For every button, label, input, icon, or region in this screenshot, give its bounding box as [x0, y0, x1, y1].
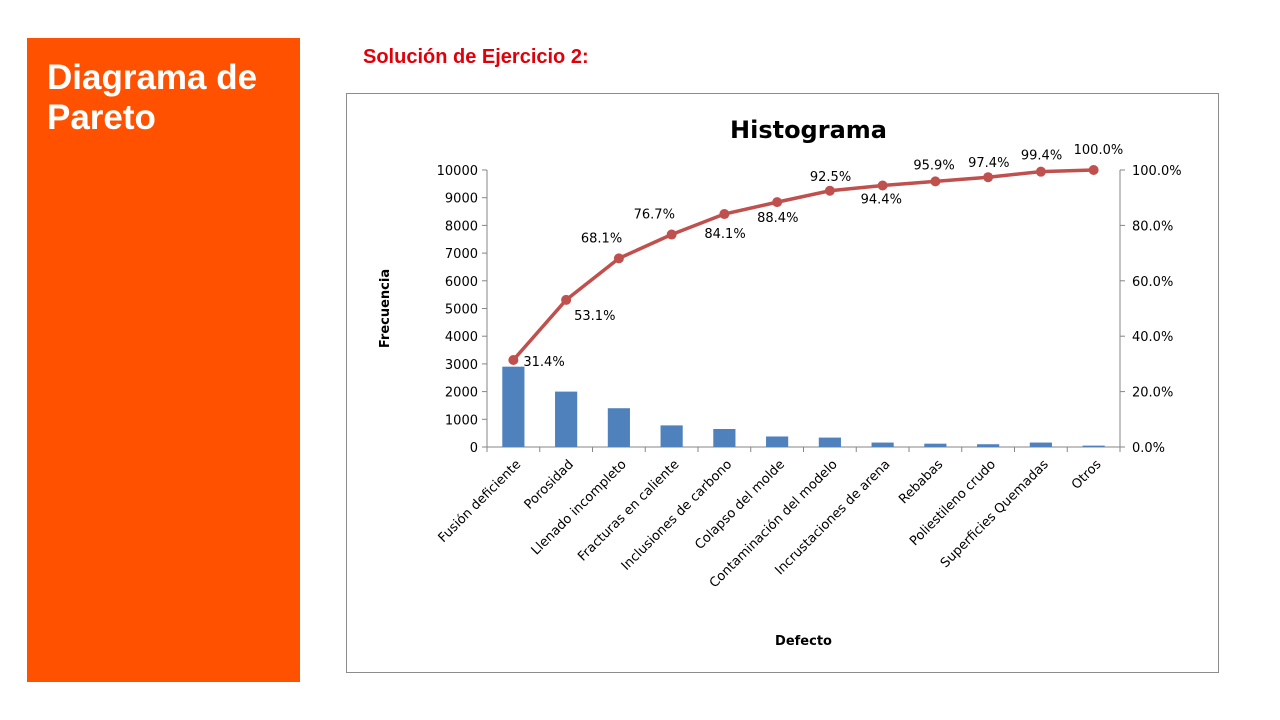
cumulative-data-label: 100.0%: [1074, 143, 1124, 158]
cumulative-data-label: 31.4%: [523, 355, 564, 370]
cumulative-point: [930, 176, 941, 187]
y2-tick-label: 100.0%: [1132, 164, 1182, 179]
bar: [1029, 442, 1052, 447]
chart-frame: Histograma 0 1000 2000 3000 4000 5000 6000 7000 8…: [346, 93, 1219, 673]
y2-tick-label: 0.0%: [1132, 441, 1165, 456]
cumulative-data-label: 95.9%: [913, 158, 954, 173]
y-tick-label: 9000: [445, 192, 478, 207]
bar: [607, 408, 630, 447]
cumulative-point: [719, 209, 730, 220]
bar: [818, 437, 841, 447]
cumulative-data-label: 84.1%: [704, 227, 745, 242]
cumulative-data-label: 99.4%: [1021, 149, 1062, 164]
cumulative-point: [1035, 166, 1046, 177]
x-category-label: Fusión deficiente: [436, 457, 525, 546]
cumulative-data-label: 68.1%: [581, 231, 622, 246]
bar: [660, 425, 683, 447]
bar: [713, 428, 736, 447]
y2-tick-label: 80.0%: [1132, 219, 1173, 234]
y2-tick-label: 60.0%: [1132, 275, 1173, 290]
y-axis-title: Frecuencia: [378, 269, 393, 348]
x-category-label: Llenado incompleto: [529, 457, 630, 558]
x-axis-title: Defecto: [775, 634, 832, 649]
cumulative-data-label: 92.5%: [810, 170, 851, 185]
chart-title: Histograma: [730, 116, 887, 144]
slide-subtitle: Solución de Ejercicio 2:: [363, 46, 589, 68]
bar: [766, 436, 789, 447]
y-tick-label: 0: [470, 441, 478, 456]
cumulative-point: [824, 185, 835, 196]
cumulative-point: [877, 180, 888, 191]
y-tick-label: 1000: [445, 413, 478, 428]
bar: [871, 442, 894, 447]
pareto-chart: Histograma 0 1000 2000 3000 4000 5000 6000 7000 8…: [378, 116, 1182, 649]
sidebar-panel: Diagrama de Pareto: [27, 38, 300, 682]
cumulative-data-label: 88.4%: [757, 211, 798, 226]
x-category-label: Rebabas: [896, 457, 946, 507]
sidebar-title: Diagrama de Pareto: [47, 58, 258, 137]
cumulative-point: [508, 355, 519, 366]
y2-tick-label: 20.0%: [1132, 386, 1173, 401]
bar: [977, 444, 1000, 447]
bar: [555, 391, 578, 447]
cumulative-data-label: 94.4%: [861, 193, 902, 208]
cumulative-data-label: 76.7%: [634, 208, 675, 223]
cumulative-point: [561, 294, 572, 305]
x-category-label: Otros: [1069, 457, 1105, 493]
y-tick-label: 5000: [445, 303, 478, 318]
y-tick-label: 7000: [445, 247, 478, 262]
cumulative-point: [772, 197, 783, 208]
bar: [1082, 445, 1105, 447]
cumulative-data-label: 53.1%: [574, 309, 615, 324]
bar: [502, 366, 525, 447]
x-category-label: Porosidad: [522, 457, 577, 512]
y-tick-label: 10000: [437, 164, 478, 179]
cumulative-point: [1088, 165, 1099, 175]
cumulative-line: [512, 168, 1094, 362]
cumulative-point: [613, 253, 624, 264]
y-tick-label: 4000: [445, 330, 478, 345]
y-tick-label: 6000: [445, 275, 478, 290]
y-tick-label: 8000: [445, 219, 478, 234]
cumulative-point: [666, 229, 677, 240]
y2-tick-label: 40.0%: [1132, 330, 1173, 345]
cumulative-point: [983, 172, 994, 183]
y-tick-label: 2000: [445, 386, 478, 401]
x-category-label: Superficies Quemadas: [938, 457, 1052, 571]
y-tick-label: 3000: [445, 358, 478, 373]
x-category-label: Fracturas en caliente: [575, 457, 682, 564]
x-category-label: Colapso del molde: [692, 457, 788, 553]
bar: [924, 443, 947, 447]
cumulative-data-label: 97.4%: [968, 156, 1009, 171]
